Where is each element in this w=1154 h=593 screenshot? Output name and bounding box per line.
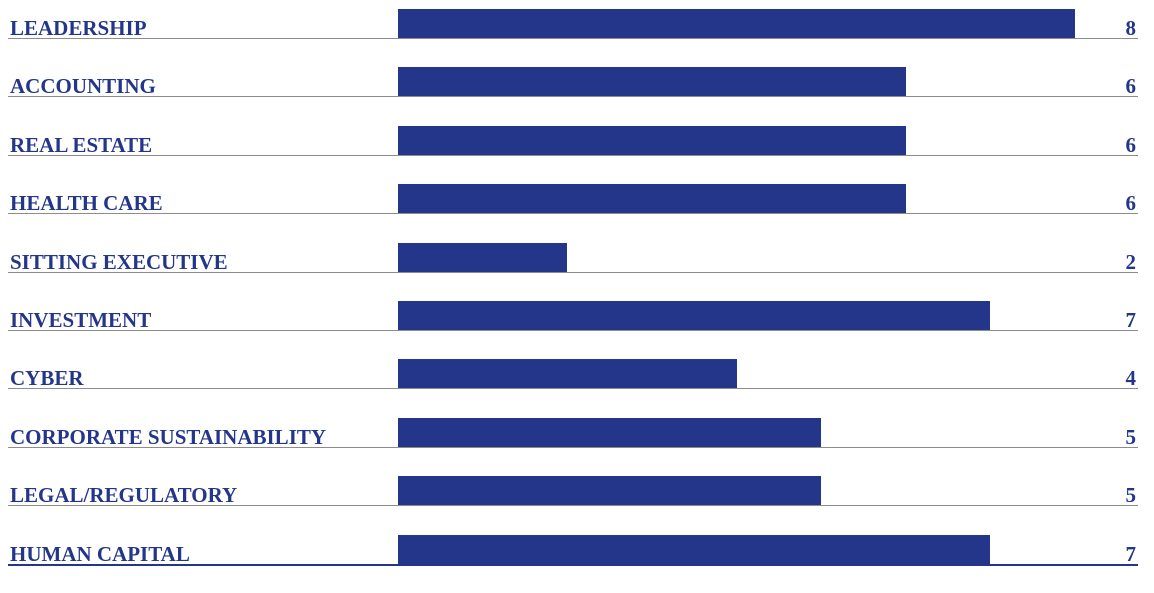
bar-track <box>398 184 1075 214</box>
data-label: 6 <box>1125 191 1137 216</box>
chart-row: REAL ESTATE 6 <box>8 125 1138 184</box>
data-label: 6 <box>1125 74 1137 99</box>
category-label: INVESTMENT <box>10 308 152 332</box>
data-label: 7 <box>1125 541 1137 566</box>
data-label: 2 <box>1125 249 1137 274</box>
data-label: 5 <box>1125 483 1137 508</box>
category-label: REAL ESTATE <box>10 132 153 157</box>
chart-row: ACCOUNTING 6 <box>8 67 1138 125</box>
bar <box>398 476 822 506</box>
chart-row: SITTING EXECUTIVE 2 <box>8 242 1138 301</box>
data-label: 7 <box>1125 308 1137 332</box>
bar-track <box>398 125 1075 155</box>
chart-row: HEALTH CARE 6 <box>8 184 1138 242</box>
chart-row: LEADERSHIP 8 <box>8 9 1138 67</box>
data-label: 5 <box>1125 424 1137 449</box>
bar <box>398 9 1075 38</box>
row-divider <box>8 96 1138 98</box>
bar-track <box>398 301 1075 330</box>
chart-row: CYBER 4 <box>8 359 1138 417</box>
data-label: 4 <box>1125 366 1137 391</box>
bar <box>398 184 906 214</box>
bar-track <box>398 359 1075 389</box>
row-divider <box>8 154 1138 156</box>
chart-row: LEGAL/REGULATORY 5 <box>8 476 1138 534</box>
bar <box>398 359 737 389</box>
bar-track <box>398 534 1075 564</box>
skills-bar-chart: LEADERSHIP 8 ACCOUNTING 6 REAL ESTATE 6 HEALTH… <box>8 9 1138 566</box>
data-label: 8 <box>1125 16 1137 40</box>
row-divider <box>8 271 1138 273</box>
data-label: 6 <box>1125 132 1137 157</box>
row-divider <box>8 213 1138 215</box>
category-label: CYBER <box>10 366 84 391</box>
row-divider <box>8 446 1138 448</box>
row-divider <box>8 505 1138 507</box>
bar-track <box>398 417 1075 447</box>
bar-track <box>398 67 1075 97</box>
bar-track <box>398 242 1075 272</box>
category-label: LEADERSHIP <box>10 16 147 40</box>
category-label: HEALTH CARE <box>10 191 163 216</box>
category-label: HUMAN CAPITAL <box>10 541 190 566</box>
chart-row: CORPORATE SUSTAINABILITY 5 <box>8 417 1138 476</box>
category-label: SITTING EXECUTIVE <box>10 249 228 274</box>
bar <box>398 125 906 155</box>
row-divider <box>8 38 1138 39</box>
bar <box>398 301 991 330</box>
row-divider <box>8 563 1138 566</box>
bar <box>398 534 991 564</box>
category-label: LEGAL/REGULATORY <box>10 483 238 508</box>
row-divider <box>8 388 1138 390</box>
chart-row: HUMAN CAPITAL 7 <box>8 534 1138 593</box>
bar <box>398 417 822 447</box>
bar <box>398 242 568 272</box>
category-label: ACCOUNTING <box>10 74 156 99</box>
bar-track <box>398 9 1075 38</box>
category-label: CORPORATE SUSTAINABILITY <box>10 424 327 449</box>
bar-track <box>398 476 1075 506</box>
chart-row: INVESTMENT 7 <box>8 301 1138 359</box>
bar <box>398 67 906 97</box>
row-divider <box>8 330 1138 331</box>
